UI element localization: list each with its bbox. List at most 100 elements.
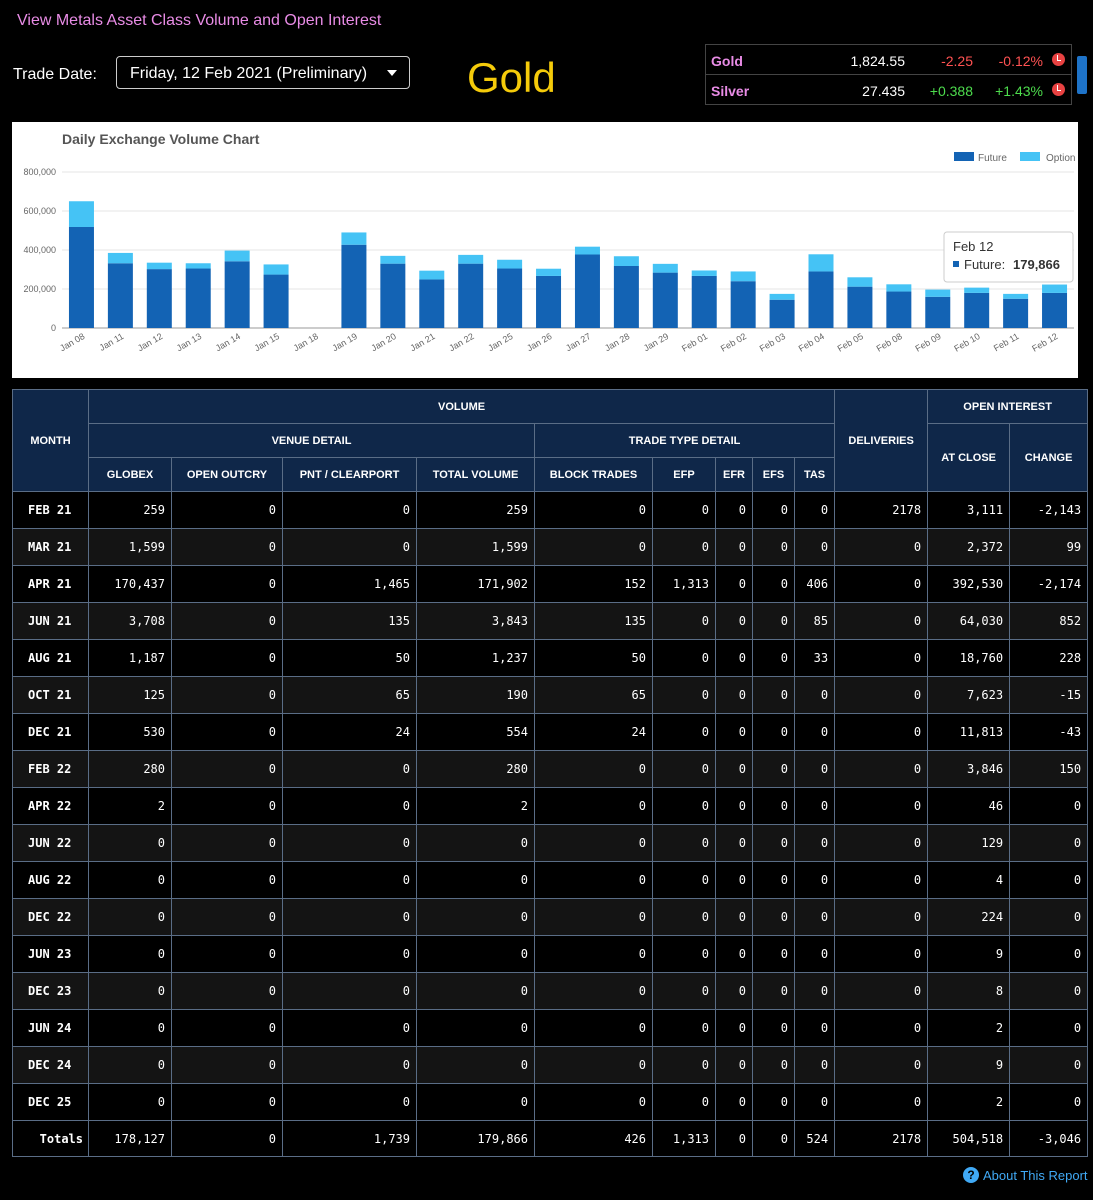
bar-future[interactable] <box>341 244 367 328</box>
table-cell: 0 <box>834 602 929 640</box>
x-tick-label: Feb 08 <box>875 331 904 354</box>
bar-option[interactable] <box>1042 284 1068 293</box>
volume-oi-table: MONTH VOLUME DELIVERIES OPEN INTEREST VE… <box>12 389 1089 1157</box>
bar-future[interactable] <box>497 268 523 328</box>
month-cell: FEB 22 <box>12 750 89 788</box>
volume-chart-svg: Daily Exchange Volume Chart Future Optio… <box>23 131 1075 354</box>
bar-future[interactable] <box>652 272 678 328</box>
tooltip-label: Future: <box>964 257 1005 272</box>
bar-future[interactable] <box>574 254 600 328</box>
bar-option[interactable] <box>769 293 795 300</box>
bar-option[interactable] <box>224 250 250 262</box>
table-cell: 0 <box>171 491 283 529</box>
table-cell: 0 <box>1009 1009 1089 1047</box>
bar-future[interactable] <box>1003 298 1029 328</box>
x-tick-label: Feb 12 <box>1030 331 1059 354</box>
header-efr: EFR <box>715 457 753 492</box>
ticker-row-silver[interactable]: Silver 27.435 +0.388 +1.43% <box>706 76 1071 105</box>
price-ticker: Gold 1,824.55 -2.25 -0.12% Silver 27.435… <box>705 44 1072 105</box>
bar-option[interactable] <box>380 255 406 264</box>
table-cell: 0 <box>171 972 283 1010</box>
bar-option[interactable] <box>107 252 133 264</box>
bar-option[interactable] <box>847 277 873 287</box>
bar-future[interactable] <box>886 291 912 328</box>
table-cell: 259 <box>88 491 172 529</box>
view-metals-link[interactable]: View Metals Asset Class Volume and Open … <box>17 12 382 29</box>
table-cell: 0 <box>1009 935 1089 973</box>
bar-option[interactable] <box>263 264 289 275</box>
bar-future[interactable] <box>458 263 484 328</box>
bar-future[interactable] <box>263 274 289 328</box>
month-cell: MAR 21 <box>12 528 89 566</box>
bar-option[interactable] <box>458 254 484 264</box>
table-cell: 0 <box>1009 972 1089 1010</box>
bar-future[interactable] <box>419 279 445 328</box>
month-cell: JUN 24 <box>12 1009 89 1047</box>
bar-option[interactable] <box>419 270 445 280</box>
bar-option[interactable] <box>652 263 678 273</box>
bar-future[interactable] <box>613 265 639 328</box>
bar-future[interactable] <box>1042 292 1068 328</box>
bar-future[interactable] <box>107 263 133 328</box>
table-cell: 11,813 <box>927 713 1011 751</box>
ticker-scrollbar[interactable] <box>1077 56 1087 94</box>
bar-option[interactable] <box>185 263 211 269</box>
bar-option[interactable] <box>341 232 367 245</box>
bar-future[interactable] <box>146 269 172 328</box>
month-cell: JUN 22 <box>12 824 89 862</box>
bar-option[interactable] <box>68 201 94 227</box>
table-cell: 0 <box>416 1046 535 1084</box>
header-change: CHANGE <box>1009 423 1089 492</box>
bar-future[interactable] <box>691 275 717 328</box>
legend-label-option: Option <box>1046 153 1075 164</box>
bar-option[interactable] <box>886 284 912 292</box>
bar-option[interactable] <box>497 259 523 269</box>
bar-option[interactable] <box>613 256 639 266</box>
table-cell: 50 <box>282 639 417 677</box>
bar-option[interactable] <box>925 289 951 297</box>
x-tick-label: Jan 27 <box>564 331 592 353</box>
bar-future[interactable] <box>185 268 211 328</box>
table-cell: 65 <box>282 676 417 714</box>
bar-future[interactable] <box>224 261 250 328</box>
y-tick-label: 800,000 <box>23 167 56 177</box>
table-cell: 0 <box>715 639 753 677</box>
bar-future[interactable] <box>808 271 834 328</box>
bar-future[interactable] <box>769 299 795 328</box>
table-cell: 18,760 <box>927 639 1011 677</box>
bar-future[interactable] <box>964 292 990 328</box>
table-cell: 0 <box>793 972 836 1010</box>
bar-future[interactable] <box>536 275 562 328</box>
bar-option[interactable] <box>691 270 717 276</box>
bar-option[interactable] <box>730 271 756 282</box>
trade-date-label: Trade Date: <box>13 66 97 83</box>
totals-cell: 1,739 <box>282 1120 417 1157</box>
trade-date-select[interactable]: Friday, 12 Feb 2021 (Preliminary) <box>116 56 410 89</box>
bar-future[interactable] <box>730 281 756 328</box>
totals-row: Totals 178,127 0 1,739 179,866 426 1,313 0 0 524 2… <box>12 1120 1089 1157</box>
ticker-row-gold[interactable]: Gold 1,824.55 -2.25 -0.12% <box>706 46 1071 75</box>
table-cell: -2,174 <box>1009 565 1089 603</box>
table-cell: 0 <box>752 565 795 603</box>
table-cell: 0 <box>652 935 716 973</box>
bar-option[interactable] <box>964 287 990 293</box>
header-efp: EFP <box>652 457 716 492</box>
bar-option[interactable] <box>536 268 562 276</box>
table-cell: 0 <box>88 861 172 899</box>
month-cell: DEC 24 <box>12 1046 89 1084</box>
chevron-down-icon <box>387 70 397 76</box>
totals-cell: 2178 <box>834 1120 929 1157</box>
totals-cell: 504,518 <box>927 1120 1011 1157</box>
bar-option[interactable] <box>574 246 600 255</box>
bar-option[interactable] <box>146 262 172 270</box>
table-cell: 0 <box>652 639 716 677</box>
bar-future[interactable] <box>68 226 94 328</box>
volume-chart: Daily Exchange Volume Chart Future Optio… <box>12 122 1078 378</box>
table-cell: 0 <box>171 676 283 714</box>
bar-option[interactable] <box>1003 293 1029 299</box>
chart-legend[interactable]: Future Option <box>954 152 1075 164</box>
bar-future[interactable] <box>847 286 873 328</box>
bar-future[interactable] <box>925 296 951 328</box>
bar-option[interactable] <box>808 254 834 272</box>
bar-future[interactable] <box>380 263 406 328</box>
